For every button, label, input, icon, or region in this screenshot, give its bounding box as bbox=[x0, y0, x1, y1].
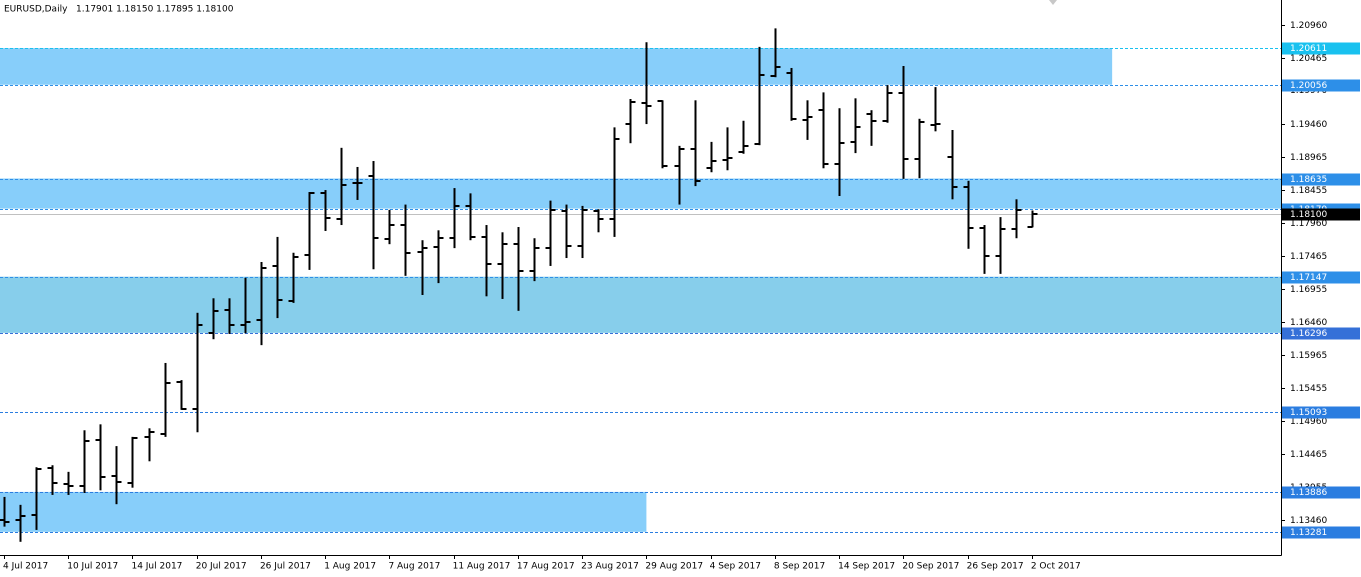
last-price-label: 1.18100 bbox=[1290, 210, 1327, 220]
level-label-box bbox=[1282, 486, 1360, 499]
y-tick-label: 1.13460 bbox=[1290, 516, 1327, 526]
x-tick-label: 11 Aug 2017 bbox=[453, 562, 511, 572]
y-tick-label: 1.20465 bbox=[1290, 54, 1327, 64]
zone bbox=[0, 48, 1113, 85]
x-tick-label: 20 Jul 2017 bbox=[196, 562, 247, 572]
level-label: 1.20056 bbox=[1290, 81, 1327, 91]
level-label-box bbox=[1282, 42, 1360, 55]
y-tick-label: 1.16955 bbox=[1290, 285, 1327, 295]
x-tick-label: 14 Sep 2017 bbox=[838, 562, 895, 572]
x-tick-label: 2 Oct 2017 bbox=[1031, 562, 1081, 572]
y-tick-label: 1.15455 bbox=[1290, 384, 1327, 394]
shift-marker bbox=[1049, 0, 1057, 5]
x-tick-label: 20 Sep 2017 bbox=[902, 562, 959, 572]
x-tick-label: 17 Aug 2017 bbox=[517, 562, 575, 572]
level-label: 1.13281 bbox=[1290, 528, 1327, 538]
x-tick-label: 1 Aug 2017 bbox=[324, 562, 376, 572]
x-tick-label: 10 Jul 2017 bbox=[67, 562, 118, 572]
axes bbox=[0, 0, 1285, 559]
x-tick-label: 7 Aug 2017 bbox=[388, 562, 440, 572]
y-tick-label: 1.19460 bbox=[1290, 120, 1327, 130]
quote: 1.17901 1.18150 1.17895 1.18100 bbox=[76, 5, 234, 15]
x-tick-label: 26 Jul 2017 bbox=[260, 562, 311, 572]
level-label-box bbox=[1282, 327, 1360, 340]
level-label: 1.15093 bbox=[1290, 408, 1327, 418]
level-label: 1.16296 bbox=[1290, 329, 1327, 339]
x-tick-label: 14 Jul 2017 bbox=[131, 562, 182, 572]
zone bbox=[0, 178, 1281, 209]
x-tick-label: 4 Sep 2017 bbox=[710, 562, 761, 572]
level-label: 1.20611 bbox=[1290, 44, 1327, 54]
y-tick-label: 1.16460 bbox=[1290, 318, 1327, 328]
zone bbox=[0, 276, 1281, 333]
last-price-box bbox=[1282, 208, 1360, 221]
zone bbox=[0, 491, 647, 532]
level-label-box bbox=[1282, 406, 1360, 419]
y-tick-label: 1.17960 bbox=[1290, 219, 1327, 229]
level-label: 1.13886 bbox=[1290, 488, 1327, 498]
levels bbox=[0, 48, 1281, 533]
y-tick-label: 1.14960 bbox=[1290, 417, 1327, 427]
y-tick-label: 1.17465 bbox=[1290, 252, 1327, 262]
y-tick-label: 1.14465 bbox=[1290, 450, 1327, 460]
level-label: 1.18635 bbox=[1290, 175, 1327, 185]
x-tick-label: 8 Sep 2017 bbox=[774, 562, 825, 572]
level-label-box bbox=[1282, 271, 1360, 284]
bars bbox=[0, 28, 1038, 542]
x-tick-label: 23 Aug 2017 bbox=[581, 562, 639, 572]
y-tick-label: 1.18965 bbox=[1290, 153, 1327, 163]
x-tick-label: 26 Sep 2017 bbox=[967, 562, 1024, 572]
x-tick-label: 4 Jul 2017 bbox=[3, 562, 48, 572]
labels: 1.209601.204651.199701.194601.189651.184… bbox=[3, 21, 1360, 572]
y-tick-label: 1.15965 bbox=[1290, 351, 1327, 361]
x-tick-label: 29 Aug 2017 bbox=[645, 562, 703, 572]
level-label-box bbox=[1282, 173, 1360, 186]
y-tick-label: 1.20960 bbox=[1290, 21, 1327, 31]
y-tick-label: 1.18455 bbox=[1290, 186, 1327, 196]
level-label: 1.17147 bbox=[1290, 273, 1327, 283]
zones bbox=[0, 48, 1281, 532]
level-label-box bbox=[1282, 79, 1360, 92]
symbol: EURUSD,Daily bbox=[4, 5, 68, 15]
level-label-box bbox=[1282, 526, 1360, 539]
